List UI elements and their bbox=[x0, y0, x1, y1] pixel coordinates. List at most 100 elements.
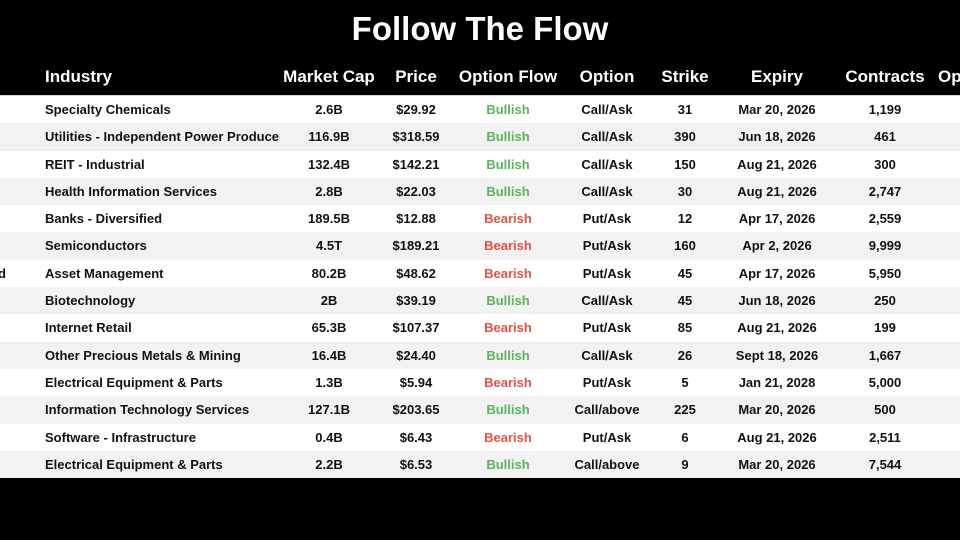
price-cell: $48.62 bbox=[396, 265, 436, 281]
table-row[interactable]: Specialty Chemicals 2.6B $29.92 Bullish Call… bbox=[0, 96, 960, 124]
option-flow-cell: Bearish bbox=[484, 374, 532, 390]
option-cell: Put/Ask bbox=[582, 429, 632, 445]
price-cell: $29.92 bbox=[396, 102, 436, 117]
strike-cell: 45 bbox=[677, 265, 693, 281]
price-cell: $5.94 bbox=[399, 374, 433, 390]
table-row[interactable]: Health Information Services 2.8B $22.03 Bul… bbox=[0, 177, 960, 206]
option-flow-cell: Bullish bbox=[486, 156, 530, 172]
option-cell: Put/Ask bbox=[582, 238, 632, 254]
table-row[interactable]: Other Precious Metals & Mining 16.4B $24.4… bbox=[0, 341, 960, 369]
contracts-cell: 2,747 bbox=[868, 183, 902, 199]
left-clipped-cell bbox=[0, 96, 6, 123]
header-option-flow[interactable]: Option Flow bbox=[458, 67, 558, 86]
header-strike[interactable]: Strike bbox=[661, 67, 709, 86]
price-cell: $22.03 bbox=[396, 183, 436, 199]
contracts-cell: 250 bbox=[874, 293, 896, 309]
industry-cell: REIT - Industrial bbox=[45, 156, 145, 172]
table-row[interactable]: d Asset Management 80.2B $48.62 Bearish Put/A… bbox=[0, 259, 960, 288]
left-clipped-cell bbox=[0, 232, 6, 259]
option-flow-cell: Bullish bbox=[486, 183, 530, 199]
table-row[interactable]: Banks - Diversified 189.5B $12.88 Bearish Pu… bbox=[0, 205, 960, 233]
table-row[interactable]: Semiconductors 4.5T $189.21 Bearish Put/Ask 1… bbox=[0, 232, 960, 260]
market-cap-cell: 4.5T bbox=[315, 238, 343, 254]
contracts-cell: 2,511 bbox=[869, 429, 901, 445]
option-flow-cell: Bullish bbox=[486, 293, 530, 309]
strike-cell: 12 bbox=[677, 211, 693, 227]
price-cell: $318.59 bbox=[392, 129, 440, 145]
industry-cell: Electrical Equipment & Parts bbox=[45, 374, 223, 390]
market-cap-cell: 2.6B bbox=[315, 102, 343, 117]
market-cap-cell: 0.4B bbox=[315, 429, 343, 445]
option-flow-cell: Bearish bbox=[484, 238, 532, 254]
header-industry[interactable]: Industry bbox=[45, 67, 113, 86]
option-cell: Call/Ask bbox=[581, 129, 633, 145]
left-clipped-cell bbox=[0, 342, 6, 369]
header-market-cap[interactable]: Market Cap bbox=[283, 67, 375, 86]
industry-cell: Health Information Services bbox=[45, 183, 217, 199]
option-cell: Call/above bbox=[574, 456, 640, 472]
expiry-cell: Sept 18, 2026 bbox=[735, 347, 819, 363]
market-cap-cell: 116.9B bbox=[308, 129, 350, 145]
contracts-cell: 7,544 bbox=[868, 456, 902, 472]
market-cap-cell: 132.4B bbox=[308, 156, 350, 172]
left-clipped-cell bbox=[0, 123, 6, 150]
option-flow-cell: Bullish bbox=[486, 347, 530, 363]
industry-cell: Utilities - Independent Power Producer bbox=[45, 129, 280, 145]
strike-cell: 6 bbox=[681, 429, 689, 445]
left-clipped-cell bbox=[0, 424, 6, 451]
option-flow-cell: Bearish bbox=[484, 211, 532, 227]
left-clipped-cell bbox=[0, 396, 6, 423]
left-clipped-cell bbox=[0, 287, 6, 314]
market-cap-cell: 2.2B bbox=[315, 456, 343, 472]
table-row[interactable]: Utilities - Independent Power Producer 11… bbox=[0, 123, 960, 151]
left-clipped-cell bbox=[0, 151, 6, 178]
option-flow-cell: Bullish bbox=[486, 129, 530, 145]
table-header: Industry Market Cap Price Option Flow Op… bbox=[0, 60, 960, 96]
contracts-cell: 5,000 bbox=[868, 374, 902, 390]
industry-cell: Software - Infrastructure bbox=[45, 429, 196, 445]
table-row[interactable]: Information Technology Services 127.1B $20… bbox=[0, 396, 960, 424]
expiry-cell: Apr 17, 2026 bbox=[738, 211, 816, 227]
expiry-cell: Jun 18, 2026 bbox=[738, 293, 816, 309]
expiry-cell: Mar 20, 2026 bbox=[738, 456, 816, 472]
contracts-cell: 300 bbox=[874, 156, 896, 172]
left-clipped-cell bbox=[0, 369, 6, 396]
expiry-cell: Apr 17, 2026 bbox=[738, 265, 816, 281]
price-cell: $6.53 bbox=[399, 456, 433, 472]
contracts-cell: 1,199 bbox=[868, 102, 902, 117]
price-cell: $107.37 bbox=[392, 320, 440, 336]
market-cap-cell: 127.1B bbox=[308, 402, 350, 418]
option-cell: Call/Ask bbox=[581, 156, 633, 172]
option-flow-cell: Bullish bbox=[486, 402, 530, 418]
header-contracts[interactable]: Contracts bbox=[845, 67, 925, 86]
option-cell: Call/Ask bbox=[581, 347, 633, 363]
table-row[interactable]: Electrical Equipment & Parts 2.2B $6.53 Bul… bbox=[0, 450, 960, 479]
market-cap-cell: 80.2B bbox=[311, 265, 347, 281]
header-partial-next[interactable]: Op bbox=[938, 67, 960, 86]
price-cell: $203.65 bbox=[392, 402, 440, 418]
price-cell: $39.19 bbox=[396, 293, 436, 309]
header-price[interactable]: Price bbox=[395, 67, 437, 86]
industry-cell: Internet Retail bbox=[45, 320, 132, 336]
table-row[interactable]: Internet Retail 65.3B $107.37 Bearish Put/As… bbox=[0, 314, 960, 342]
bottom-bar bbox=[0, 478, 960, 540]
table-row[interactable]: Electrical Equipment & Parts 1.3B $5.94 Bea… bbox=[0, 368, 960, 397]
table-row[interactable]: Biotechnology 2B $39.19 Bullish Call/Ask 45 Ju… bbox=[0, 287, 960, 315]
left-clipped-cell bbox=[0, 451, 6, 478]
option-cell: Call/Ask bbox=[581, 183, 633, 199]
strike-cell: 160 bbox=[674, 238, 696, 254]
header-option[interactable]: Option bbox=[579, 67, 635, 86]
contracts-cell: 199 bbox=[874, 320, 896, 336]
option-flow-cell: Bullish bbox=[486, 102, 530, 117]
table-row[interactable]: Software - Infrastructure 0.4B $6.43 Bearis… bbox=[0, 423, 960, 451]
option-cell: Call/above bbox=[574, 402, 640, 418]
strike-cell: 9 bbox=[681, 456, 689, 472]
page-title: Follow The Flow bbox=[351, 10, 609, 47]
strike-cell: 85 bbox=[677, 320, 693, 336]
option-cell: Call/Ask bbox=[581, 293, 633, 309]
expiry-cell: Aug 21, 2026 bbox=[737, 429, 817, 445]
contracts-cell: 461 bbox=[874, 129, 896, 145]
table-row[interactable]: REIT - Industrial 132.4B $142.21 Bullish Cal… bbox=[0, 150, 960, 178]
industry-cell: Biotechnology bbox=[45, 293, 136, 309]
header-expiry[interactable]: Expiry bbox=[751, 67, 803, 86]
